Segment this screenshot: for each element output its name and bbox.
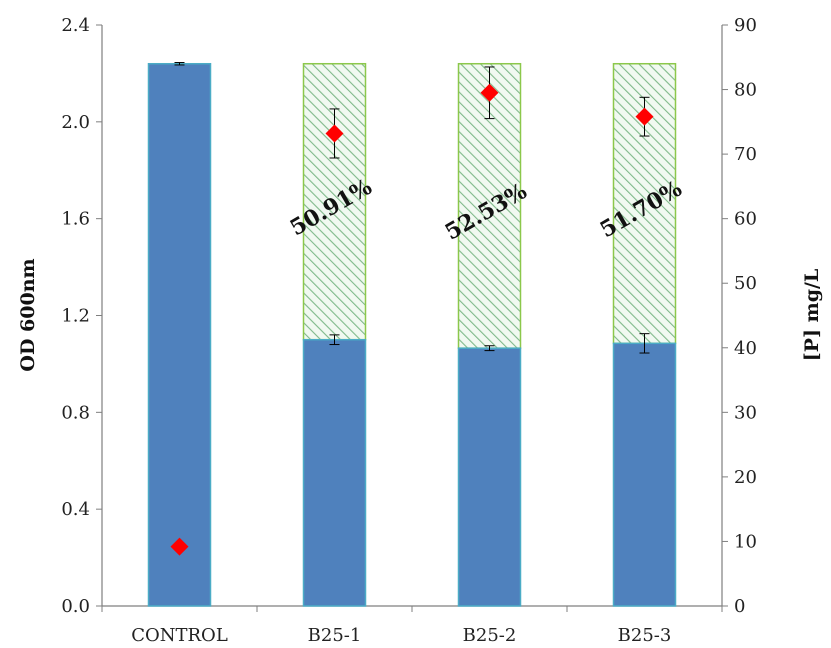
right-tick-label: 40 [734, 338, 757, 359]
left-tick-label: 1.2 [61, 306, 90, 327]
right-tick-label: 0 [734, 596, 745, 617]
right-tick-label: 70 [734, 144, 757, 165]
od-bar [612, 342, 677, 607]
right-axis-title: [P] mg/L [801, 269, 823, 362]
left-tick-label: 1.6 [61, 209, 90, 230]
left-axis-title: OD 600nm [17, 258, 39, 371]
right-tick-label: 30 [734, 402, 757, 423]
right-tick-label: 50 [734, 273, 757, 294]
od-bar [457, 347, 522, 607]
p-marker-diamond [325, 124, 344, 143]
p-marker-diamond [635, 107, 654, 126]
right-tick-label: 60 [734, 209, 757, 230]
p-marker-diamond [170, 537, 189, 556]
bars [147, 62, 677, 607]
od-bar [147, 62, 212, 607]
left-tick-label: 0.8 [61, 402, 90, 423]
od-bar [302, 338, 367, 607]
x-tick-label: B25-3 [618, 625, 672, 646]
markers [170, 66, 654, 556]
left-tick-label: 2.0 [61, 112, 90, 133]
left-tick-label: 0.4 [61, 499, 90, 520]
x-tick-label: B25-2 [463, 625, 517, 646]
right-tick-label: 90 [734, 15, 757, 36]
p-marker-diamond [480, 83, 499, 102]
left-tick-label: 0.0 [61, 596, 90, 617]
x-tick-label: CONTROL [131, 625, 228, 646]
x-tick-label: B25-1 [308, 625, 362, 646]
right-tick-label: 80 [734, 80, 757, 101]
right-tick-label: 20 [734, 467, 757, 488]
axes: 0.0 0.4 0.8 1.2 1.6 2.0 2.4 0 10 20 30 40 50 60 70 80 90… [61, 15, 757, 646]
left-tick-label: 2.4 [61, 15, 90, 36]
right-tick-label: 10 [734, 531, 757, 552]
